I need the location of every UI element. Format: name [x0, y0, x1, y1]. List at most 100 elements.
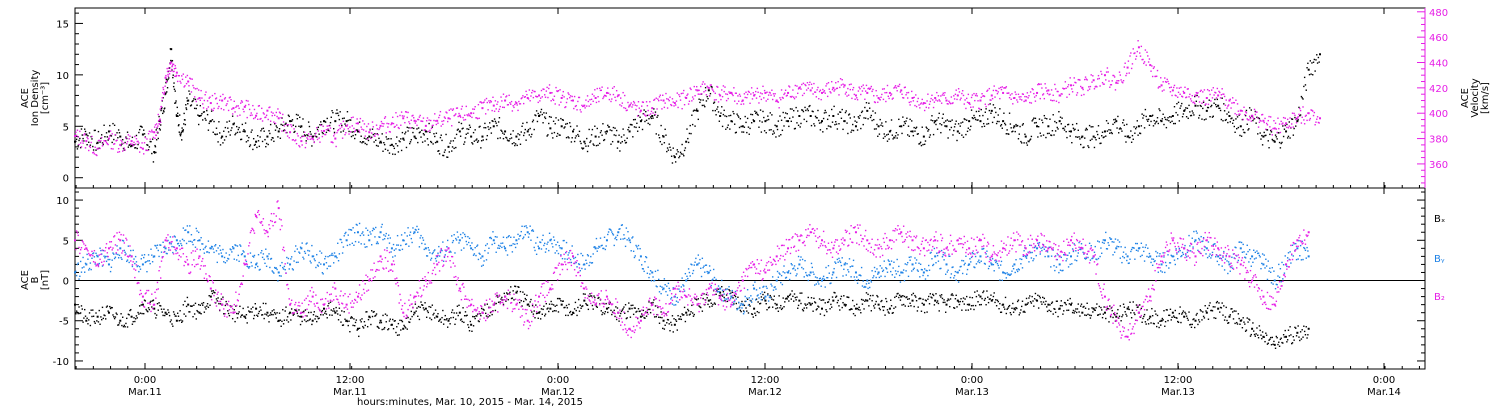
- velocity-dot: [1065, 87, 1067, 89]
- ion-density-dot: [665, 134, 667, 136]
- velocity-dot: [1222, 93, 1224, 95]
- ion-density-dot: [782, 111, 784, 114]
- velocity-dot: [196, 87, 198, 90]
- bx-dot: [731, 291, 733, 294]
- bx-dot: [226, 303, 228, 305]
- x-tick-time-label: 0:00: [134, 375, 156, 386]
- ion-density-dot: [83, 140, 85, 142]
- bx-dot: [1295, 335, 1298, 337]
- velocity-dot: [451, 109, 454, 111]
- bx-point: [1149, 315, 1152, 318]
- bx-point: [85, 319, 88, 322]
- ion-density-point: [662, 135, 665, 138]
- ion-density-dot: [257, 140, 260, 142]
- ion-density-dot: [423, 134, 425, 136]
- velocity-dot: [1098, 77, 1100, 80]
- bx-dot: [248, 311, 251, 313]
- ion-density-point: [1036, 125, 1039, 128]
- ion-density-dot: [531, 133, 533, 136]
- velocity-dot: [497, 101, 499, 103]
- bx-dot: [475, 315, 477, 317]
- ion-density-dot: [435, 132, 438, 134]
- velocity-dot: [456, 107, 459, 109]
- velocity-dot: [197, 89, 200, 91]
- ion-density-dot: [476, 141, 479, 143]
- bx-dot: [176, 312, 179, 314]
- bx-dot: [1096, 314, 1099, 316]
- bx-dot: [1113, 312, 1115, 315]
- velocity-dot: [1313, 111, 1316, 114]
- bx-dot: [974, 304, 977, 307]
- bx-dot: [737, 296, 739, 298]
- bx-dot: [539, 311, 541, 313]
- ion-density-dot: [484, 127, 487, 129]
- ion-density-dot: [166, 87, 169, 89]
- bx-dot: [224, 304, 227, 307]
- bx-dot: [632, 304, 634, 306]
- velocity-dot: [588, 105, 590, 107]
- velocity-dot: [172, 63, 175, 66]
- ion-density-dot: [703, 104, 705, 107]
- ion-density-dot: [239, 131, 241, 133]
- velocity-dot: [373, 135, 375, 137]
- ion-density-dot: [166, 91, 168, 93]
- ion-density-dot: [384, 148, 387, 150]
- ion-density-dot: [453, 147, 455, 150]
- velocity-dot: [1181, 95, 1183, 97]
- bx-dot: [957, 301, 960, 303]
- ion-density-dot: [841, 108, 843, 111]
- ion-density-dot: [414, 137, 417, 139]
- ion-density-dot: [591, 128, 594, 131]
- ion-density-dot: [885, 121, 887, 123]
- bx-dot: [665, 313, 667, 315]
- ion-density-dot: [382, 150, 384, 152]
- ion-density-dot: [959, 125, 961, 127]
- bx-dot: [1303, 330, 1306, 333]
- velocity-dot: [237, 105, 240, 107]
- ion-density-dot: [536, 120, 539, 123]
- ion-density-dot: [1189, 111, 1191, 113]
- bx-dot: [283, 319, 286, 321]
- bx-dot: [138, 313, 140, 315]
- velocity-dot: [829, 91, 831, 93]
- ion-density-dot: [152, 161, 155, 163]
- bx-dot: [959, 300, 961, 303]
- bx-dot: [1152, 322, 1155, 325]
- bx-dot: [1159, 320, 1161, 322]
- bx-dot: [282, 308, 284, 311]
- ion-density-dot: [244, 122, 247, 124]
- velocity-point: [175, 71, 178, 74]
- ion-density-dot: [1192, 112, 1194, 114]
- ion-density-dot: [658, 137, 661, 139]
- ion-density-dot: [1101, 135, 1103, 137]
- velocity-dot: [569, 96, 571, 99]
- ion-density-dot: [324, 121, 327, 123]
- bx-dot: [90, 309, 92, 311]
- velocity-dot: [1160, 77, 1162, 79]
- bx-dot: [888, 312, 890, 314]
- ion-density-dot: [495, 122, 497, 124]
- velocity-dot: [937, 95, 940, 97]
- ion-density-dot: [687, 137, 689, 140]
- ion-density-dot: [158, 127, 161, 130]
- velocity-dot: [1237, 110, 1240, 112]
- bx-dot: [1044, 303, 1046, 306]
- velocity-dot: [1227, 105, 1229, 107]
- velocity-dot: [354, 130, 357, 132]
- velocity-dot: [437, 122, 439, 124]
- bx-dot: [700, 306, 702, 309]
- velocity-point: [1081, 86, 1084, 89]
- velocity-dot: [523, 96, 526, 98]
- bx-dot: [810, 297, 813, 299]
- velocity-dot: [928, 103, 931, 105]
- bx-dot: [1110, 307, 1113, 309]
- velocity-dot: [160, 106, 163, 108]
- velocity-point: [798, 86, 801, 89]
- velocity-dot: [459, 116, 462, 118]
- velocity-dot: [951, 102, 953, 105]
- velocity-dot: [1243, 106, 1245, 109]
- velocity-dot: [881, 88, 884, 90]
- velocity-dot: [930, 97, 932, 100]
- ion-density-dot: [604, 131, 607, 133]
